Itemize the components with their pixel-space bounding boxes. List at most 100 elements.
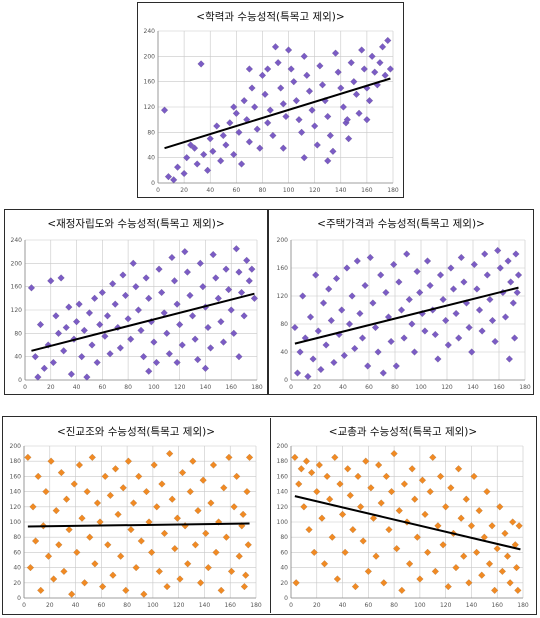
y-tick-label: 240	[11, 237, 23, 244]
data-point	[44, 552, 53, 560]
data-point	[460, 552, 468, 560]
data-point	[225, 453, 233, 462]
data-point	[96, 320, 104, 329]
y-tick-label: 160	[277, 265, 289, 272]
x-tick-label: 160	[224, 602, 236, 609]
x-tick-label: 140	[467, 384, 479, 391]
data-point	[266, 106, 274, 114]
x-tick-label: 140	[200, 384, 212, 391]
x-tick-label: 0	[23, 384, 27, 391]
x-tick-label: 80	[123, 602, 131, 609]
y-tick-label: 180	[277, 458, 289, 465]
data-point	[31, 352, 39, 361]
data-point	[75, 300, 83, 308]
data-point	[337, 84, 345, 92]
data-point	[124, 315, 132, 323]
data-point	[346, 491, 354, 500]
x-tick-label: 60	[99, 384, 107, 391]
chart-panel-2: <재정자립도와 수능성적(특목고 제외)> 0 40 80 120 160 200 240 0…	[4, 209, 268, 395]
data-point	[106, 350, 114, 358]
data-point	[199, 282, 207, 291]
data-point	[248, 84, 256, 92]
data-point	[88, 341, 96, 349]
data-point	[300, 503, 308, 511]
scatter-chart-3: 0 40 80 120 160 200 0 20 40 60 80 100 120 140 160 180	[277, 237, 531, 391]
y-tick-label: 200	[11, 260, 23, 267]
data-point	[142, 487, 151, 496]
data-point	[490, 586, 499, 595]
data-point	[34, 373, 42, 381]
data-point	[371, 323, 380, 332]
data-point	[271, 43, 280, 51]
data-point	[263, 119, 272, 127]
data-point	[416, 575, 424, 583]
data-point	[326, 131, 335, 140]
x-tick-label: 20	[46, 602, 54, 609]
data-point	[72, 317, 81, 326]
data-point	[455, 334, 463, 342]
data-point	[235, 352, 243, 361]
data-point	[150, 338, 158, 346]
data-point	[129, 259, 137, 268]
y-tick-label: 80	[13, 534, 21, 541]
data-point	[116, 344, 125, 352]
data-point	[410, 348, 419, 356]
data-point	[36, 320, 45, 329]
data-point	[372, 552, 380, 560]
data-point	[365, 96, 374, 105]
data-point	[488, 316, 497, 325]
x-tick-label: 80	[391, 384, 399, 391]
data-point	[142, 274, 150, 282]
data-point	[212, 548, 220, 557]
data-point	[173, 514, 182, 522]
data-point	[137, 326, 145, 335]
data-point	[504, 257, 512, 265]
data-point	[62, 495, 71, 503]
y-tick-label: 0	[284, 377, 288, 384]
data-point	[65, 303, 73, 311]
data-point	[418, 476, 427, 484]
data-point	[413, 267, 421, 276]
y-tick-label: 160	[144, 79, 156, 86]
data-point	[155, 265, 163, 273]
data-point	[127, 525, 135, 534]
data-point	[31, 537, 40, 545]
data-point	[352, 90, 361, 99]
y-tick-label: 0	[18, 377, 22, 384]
data-point	[369, 299, 377, 307]
data-point	[332, 274, 341, 283]
data-point	[139, 352, 148, 361]
x-tick-label: 100	[414, 602, 426, 609]
data-point	[408, 320, 416, 328]
x-tick-label: 100	[415, 384, 427, 391]
data-point	[209, 461, 218, 469]
data-point	[237, 160, 246, 168]
data-point	[186, 487, 194, 496]
data-point	[512, 250, 520, 258]
data-point	[134, 306, 143, 314]
data-point	[506, 579, 514, 587]
trend-line	[164, 77, 391, 150]
y-tick-label: 40	[13, 565, 21, 572]
data-point	[196, 259, 204, 268]
data-point	[305, 525, 313, 534]
data-point	[379, 369, 387, 377]
data-point	[416, 288, 424, 297]
data-point	[431, 330, 439, 339]
data-point	[49, 358, 58, 367]
y-tick-label: 60	[13, 549, 21, 556]
x-tick-label: 40	[339, 384, 347, 391]
data-point	[494, 246, 502, 255]
data-point	[269, 131, 277, 140]
data-point	[405, 295, 413, 304]
data-point	[452, 563, 460, 572]
data-point	[300, 153, 308, 162]
data-point	[398, 586, 406, 595]
data-point	[279, 144, 288, 152]
data-point	[385, 525, 393, 534]
x-tick-label: 160	[225, 384, 237, 391]
trend-line	[31, 292, 255, 352]
data-point	[496, 264, 504, 272]
data-point	[83, 487, 91, 496]
data-point	[256, 144, 264, 152]
